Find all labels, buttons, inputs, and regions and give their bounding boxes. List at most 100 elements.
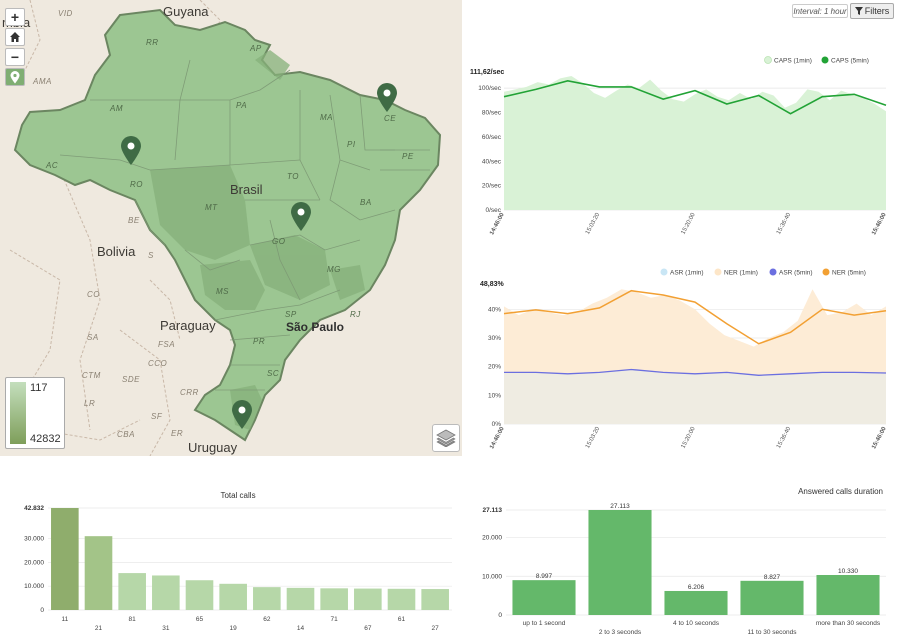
y-tick-label: 20.000 [482,535,502,542]
home-button[interactable] [5,28,25,46]
legend-max-value: 117 [30,382,48,394]
country-label-guyana: Guyana [163,4,209,19]
caps-1min-area [504,76,886,210]
bar [816,574,880,615]
bar [152,575,180,610]
country-label-bolivia: Bolivia [97,244,136,259]
state-label-mg: MG [327,265,341,274]
bar [286,587,315,610]
state-label-ms: MS [216,287,229,296]
map-marker[interactable] [290,202,312,232]
legend-label: ASR (5min) [779,270,813,277]
state-label-pi: PI [347,140,356,149]
region-label-ama: AMA [33,77,52,86]
x-tick-label: 27 [432,625,440,632]
state-label-am: AM [110,104,123,113]
x-tick-label: 11 [61,616,68,623]
answered-duration-chart: Answered calls duration 8.997 27.113 6.206… [482,487,886,636]
region-label-sf: SF [151,412,163,421]
y-tick-label: 27.113 [482,507,502,514]
asr-5min-line [504,368,887,376]
state-label-ac: AC [46,161,59,170]
x-tick-label: 67 [364,625,372,632]
country-label-uruguay: Uruguay [188,440,238,455]
total-calls-y-axis: 42.832 30.000 20.000 10.000 0 [24,505,44,614]
y-tick-label: 40% [488,306,501,313]
map-canvas[interactable] [0,0,462,456]
state-label-sc: SC [267,369,280,378]
legend-swatch [660,268,668,276]
caps-5min-line [503,79,887,115]
filters-label: Filters [864,6,890,16]
x-tick-label: 31 [162,625,170,632]
total-calls-title: Total calls [220,491,255,500]
y-tick-label: 80/sec [482,110,502,117]
caps-y-axis: 100/sec 80/sec 60/sec 40/sec 20/sec 0/sec [478,85,502,214]
asr-ymax-label: 48,83% [480,281,505,288]
y-tick-label: 0% [492,421,502,428]
legend-swatch [821,56,829,64]
total-calls-grid [48,507,452,611]
bar [421,589,449,610]
region-label-sde: SDE [122,375,140,384]
x-tick-label: 15:46:00 [871,426,888,451]
country-label-brasil: Brasil [230,182,263,197]
bar [219,583,247,610]
data-label: 27.113 [610,503,630,510]
x-tick-label: 15:03:20 [585,426,602,450]
layers-button[interactable] [432,424,460,452]
map-marker[interactable] [231,400,253,430]
filter-icon [854,7,863,15]
layers-icon [436,429,456,447]
y-tick-label: 20.000 [24,559,44,566]
state-label-ap: AP [250,44,262,53]
region-label-sa: SA [87,333,99,342]
x-tick-label: 15:36:40 [776,212,793,236]
asr-x-axis: 14:46:00 15:03:20 15:20:00 15:36:40 15:46:00 [489,426,888,451]
x-tick-label: 65 [196,616,204,623]
filters-button[interactable]: Filters [850,3,894,19]
x-tick-label: up to 1 second [523,620,566,627]
x-tick-label: 4 to 10 seconds [673,620,720,627]
bar [84,536,113,610]
map-marker[interactable] [120,136,142,166]
ner-5min-line [503,289,887,345]
marker-toggle-button[interactable] [5,68,25,86]
map-marker[interactable] [376,83,398,113]
home-icon [10,32,20,42]
answered-duration-bars: 8.997 27.113 6.206 8.827 10.330 [512,503,880,615]
map-panel[interactable]: Guyana Bolivia Paraguay Uruguay Brasil m… [0,0,462,456]
x-tick-label: 19 [230,625,238,632]
caps-ymax-label: 111,62/sec [470,69,504,76]
state-label-rj: RJ [350,310,361,319]
y-tick-label: 0 [498,612,502,619]
y-tick-label: 20/sec [482,183,502,190]
state-label-pe: PE [402,152,414,161]
bar [387,588,416,610]
legend-swatch [714,268,722,276]
zoom-out-button[interactable]: − [5,48,25,66]
state-label-pa: PA [236,101,248,110]
y-tick-label: 40/sec [482,158,502,165]
bar [588,510,652,615]
state-label-to: TO [287,172,299,181]
interval-selector[interactable]: Interval: 1 hour [792,4,848,18]
total-calls-x-axis: 11 21 81 31 65 19 62 14 71 67 61 27 [61,616,439,632]
x-tick-label: 15:46:00 [871,212,888,237]
answered-duration-x-axis: up to 1 second 2 to 3 seconds 4 to 10 seco… [523,620,881,636]
state-label-pr: PR [253,337,266,346]
bar [664,590,728,615]
bar [354,588,382,610]
legend-swatch [769,268,777,276]
bar [740,580,804,615]
region-label-cba: CBA [117,430,135,439]
legend-gradient [10,382,26,444]
x-tick-label: 15:36:40 [776,426,793,450]
region-label-co: CO [87,290,100,299]
location-pin-icon [10,70,20,83]
legend-label: NER (1min) [724,270,758,277]
x-tick-label: 14 [297,625,305,632]
caps-legend: CAPS (1min) CAPS (5min) [764,56,869,65]
zoom-in-button[interactable]: + [5,8,25,26]
map-legend: 117 42832 [5,377,65,449]
